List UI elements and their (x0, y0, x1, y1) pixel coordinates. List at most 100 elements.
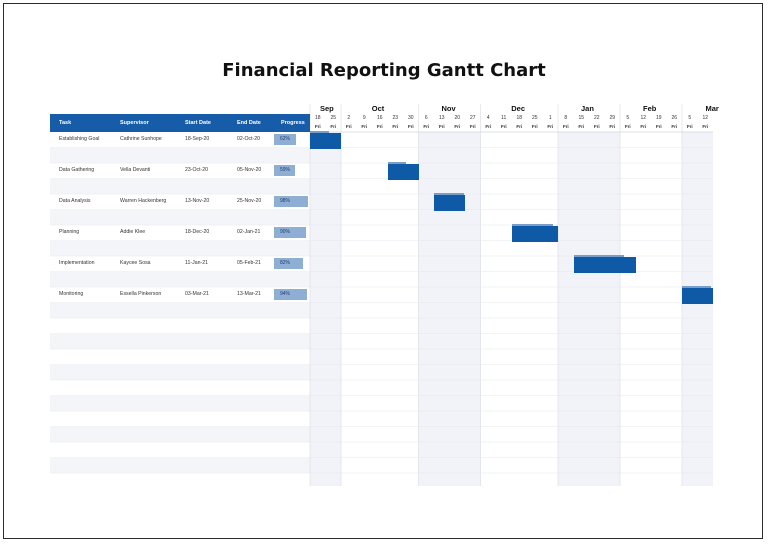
month-band (682, 132, 713, 486)
weekday-label: Fri (438, 124, 445, 129)
table-row[interactable]: Monitoring Essella Pinkerson 03-Mar-21 13-M… (50, 287, 310, 302)
weekday-label: Fri (547, 124, 554, 129)
weekday-label: Fri (407, 124, 414, 129)
page-frame (3, 3, 763, 539)
col-end-date: End Date (237, 120, 261, 126)
table-row[interactable]: Establishing Goal Cathrine Sunhope 18-Sep-… (50, 132, 310, 147)
month-label: Feb (643, 104, 657, 113)
table-header: Task Supervisor Start Date End Date Prog… (50, 114, 310, 132)
table-row-band (50, 395, 310, 411)
table-row-band (50, 364, 310, 380)
progress-value: 90% (279, 229, 290, 235)
progress-bar (274, 134, 296, 145)
table-row[interactable]: Data Analysis Warren Hackenberg 13-Nov-20 2… (50, 194, 310, 209)
weekday-label: Fri (624, 124, 631, 129)
table-row[interactable]: Data Gathering Vella Devanti 23-Oct-20 05-N… (50, 163, 310, 178)
gantt-bar[interactable] (511, 226, 558, 242)
day-label: 29 (609, 115, 616, 121)
start-date: 18-Dec-20 (185, 229, 210, 235)
task-name: Monitoring (59, 291, 84, 297)
end-date: 25-Nov-20 (237, 198, 262, 204)
progress-value: 62% (279, 136, 290, 142)
month-label: Jan (581, 104, 594, 113)
progress-cell: 62% (274, 134, 309, 145)
day-label: 30 (407, 115, 414, 121)
progress-value: 82% (279, 260, 290, 266)
day-label: 19 (655, 115, 662, 121)
table-row-band (50, 209, 310, 225)
start-date: 18-Sep-20 (185, 136, 210, 142)
end-date: 13-Mar-21 (237, 291, 261, 297)
table-row-band (50, 240, 310, 256)
progress-cell: 82% (274, 258, 309, 269)
weekday-label: Fri (314, 124, 321, 129)
weekday-label: Fri (593, 124, 600, 129)
month-label: Dec (511, 104, 526, 113)
col-progress: Progress (281, 120, 305, 126)
table-row-band (50, 333, 310, 349)
col-start-date: Start Date (185, 120, 211, 126)
progress-cell: 59% (274, 165, 309, 176)
gantt-bar[interactable] (573, 257, 636, 273)
day-label: 5 (626, 115, 630, 121)
weekday-label: Fri (562, 124, 569, 129)
progress-value: 98% (279, 198, 290, 204)
gantt-bar[interactable] (310, 133, 341, 149)
weekday-label: Fri (702, 124, 709, 129)
month-band (558, 132, 620, 486)
supervisor-name: Addie Klee (120, 229, 146, 235)
supervisor-name: Warren Hackenberg (120, 198, 167, 204)
day-label: 6 (424, 115, 428, 121)
progress-bar (274, 289, 307, 300)
end-date: 02-Jan-21 (237, 229, 261, 235)
day-label: 25 (531, 115, 538, 121)
gantt-bar[interactable] (682, 288, 713, 304)
day-label: 23 (392, 115, 399, 121)
gantt-progress-line (573, 255, 625, 257)
table-row[interactable]: Planning Addie Klee 18-Dec-20 02-Jan-21 90% (50, 225, 310, 240)
weekday-label: Fri (392, 124, 399, 129)
col-supervisor: Supervisor (120, 120, 149, 126)
weekday-label: Fri (671, 124, 678, 129)
gantt-progress-line (434, 193, 465, 195)
gantt-bar[interactable] (434, 195, 465, 211)
progress-value: 59% (279, 167, 290, 173)
month-label: Nov (441, 104, 456, 113)
weekday-label: Fri (376, 124, 383, 129)
day-label: 12 (702, 115, 709, 121)
day-label: 15 (578, 115, 585, 121)
month-label: Oct (371, 104, 385, 113)
day-label: 12 (640, 115, 647, 121)
end-date: 05-Nov-20 (237, 167, 262, 173)
progress-bar (274, 227, 306, 238)
weekday-label: Fri (469, 124, 476, 129)
table-row[interactable]: Implementation Kaycee Sosa 11-Jan-21 05-Feb… (50, 256, 310, 271)
table-row-band (50, 147, 310, 163)
month-band (418, 132, 481, 486)
start-date: 23-Oct-20 (185, 167, 209, 173)
progress-cell: 90% (274, 227, 309, 238)
start-date: 13-Nov-20 (185, 198, 210, 204)
day-label: 18 (314, 115, 321, 121)
supervisor-name: Kaycee Sosa (120, 260, 151, 266)
weekday-label: Fri (345, 124, 352, 129)
day-label: 27 (469, 115, 476, 121)
start-date: 03-Mar-21 (185, 291, 209, 297)
supervisor-name: Cathrine Sunhope (120, 136, 162, 142)
task-name: Data Gathering (59, 167, 95, 173)
weekday-label: Fri (330, 124, 337, 129)
month-band (310, 132, 341, 486)
day-label: 1 (548, 115, 552, 121)
gantt-progress-line (387, 162, 406, 164)
end-date: 02-Oct-20 (237, 136, 261, 142)
progress-cell: 94% (274, 289, 309, 300)
gantt-progress-line (682, 286, 712, 288)
month-label: Mar (705, 104, 719, 113)
task-name: Planning (59, 229, 80, 235)
day-label: 20 (454, 115, 461, 121)
day-label: 16 (376, 115, 383, 121)
weekday-label: Fri (361, 124, 368, 129)
page-title: Financial Reporting Gantt Chart (222, 60, 546, 81)
gantt-bar[interactable] (387, 164, 419, 180)
task-name: Implementation (59, 260, 95, 266)
